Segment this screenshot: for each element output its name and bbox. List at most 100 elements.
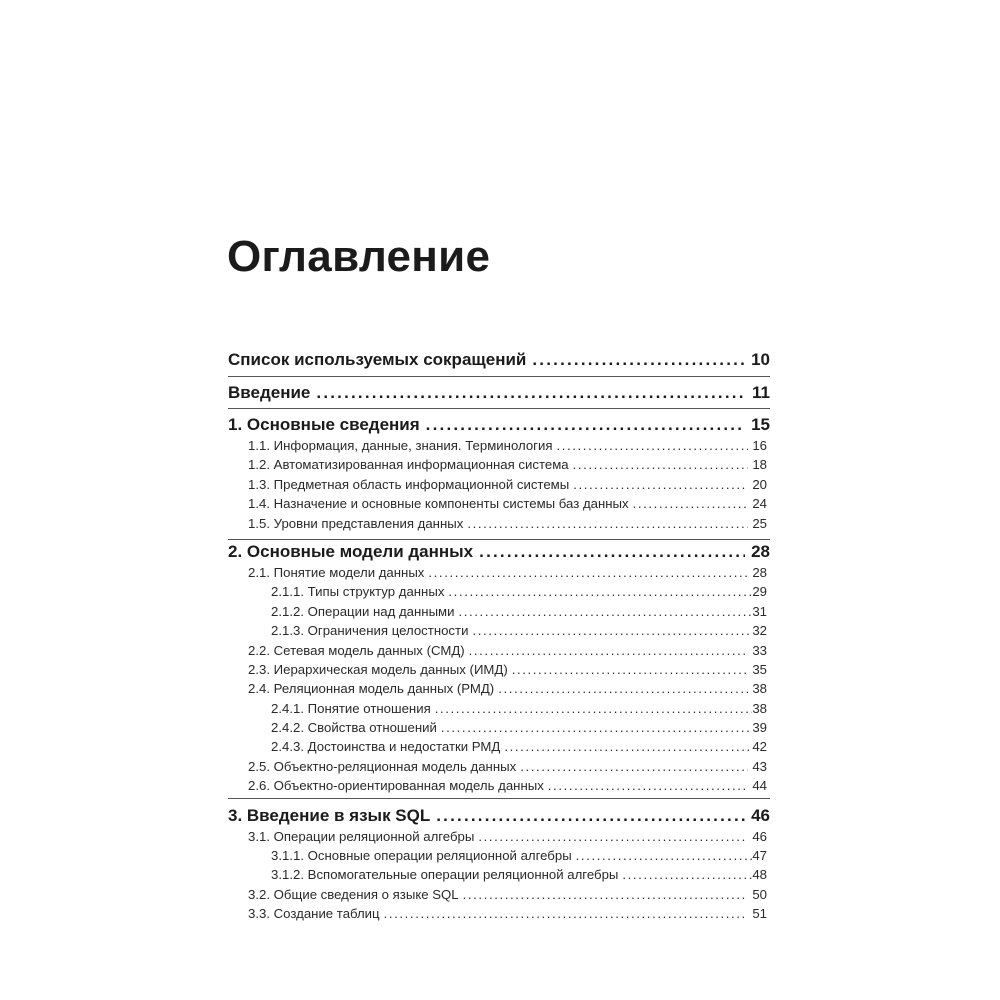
toc-page-number: 33 <box>752 642 767 658</box>
toc-page-number: 28 <box>752 564 767 580</box>
toc-entry-label: 2.1.3. Ограничения целостности <box>271 623 469 639</box>
toc-entry-label: 3.3. Создание таблиц <box>248 906 380 922</box>
toc-section: 1. Основные сведения 15 1.1. Информация, д… <box>228 409 770 540</box>
toc-subsection-entry[interactable]: 3.1.1. Основные операции реляционной алг… <box>228 846 770 865</box>
dot-leader <box>469 641 749 660</box>
toc-section-entry[interactable]: 2.2. Сетевая модель данных (СМД) 33 <box>228 641 770 660</box>
toc-page-number: 24 <box>752 496 767 512</box>
toc-section-entry[interactable]: 2.1. Понятие модели данных 28 <box>228 563 770 582</box>
toc-section: 3. Введение в язык SQL463.1. Операции ре… <box>228 799 770 924</box>
toc-page-number: 51 <box>752 906 767 922</box>
toc-subsection-entry[interactable]: 2.1.3. Ограничения целостности 32 <box>228 621 770 640</box>
dot-leader <box>573 455 749 474</box>
toc-page-number: 16 <box>752 438 767 453</box>
toc-section-entry[interactable]: 1.4. Назначение и основные компоненты си… <box>228 494 770 513</box>
dot-leader <box>384 904 749 923</box>
toc-page-number: 11 <box>752 383 770 402</box>
toc-chapter-entry[interactable]: Введение 11 <box>228 382 770 404</box>
dot-leader <box>479 541 745 563</box>
toc-section: Введение 11 <box>228 377 770 409</box>
toc-chapter-entry[interactable]: 1. Основные сведения 15 <box>228 414 770 436</box>
toc-entry-label: Введение <box>228 383 311 402</box>
toc-entry-label: 2.3. Иерархическая модель данных (ИМД) <box>248 661 508 677</box>
dot-leader <box>472 621 752 640</box>
toc-subsection-entry[interactable]: 2.1.2. Операции над данными 31 <box>228 602 770 621</box>
dot-leader <box>498 679 748 698</box>
toc-section-entry[interactable]: 3.3. Создание таблиц 51 <box>228 904 770 923</box>
toc-page-number: 25 <box>752 515 767 531</box>
toc-entry-label: Список используемых сокращений <box>228 350 527 369</box>
toc-page-number: 32 <box>752 623 767 639</box>
dot-leader <box>463 885 749 904</box>
dot-leader <box>573 475 748 494</box>
dot-leader <box>504 737 752 756</box>
toc-section-entry[interactable]: 2.6. Объектно-ориентированная модель дан… <box>228 776 770 795</box>
toc-section: Список используемых сокращений 10 <box>228 349 770 377</box>
toc-entry-label: 1.2. Автоматизированная информационная с… <box>248 457 569 473</box>
toc-entry-label: 3.1.2. Вспомогательные операции реляцион… <box>271 867 619 883</box>
toc-section-entry[interactable]: 2.5. Объектно-реляционная модель данных 4… <box>228 757 770 776</box>
dot-leader <box>520 757 748 776</box>
toc-section-entry[interactable]: 1.5. Уровни представления данных 25 <box>228 514 770 533</box>
dot-leader <box>622 865 752 884</box>
dot-leader <box>459 602 753 621</box>
dot-leader <box>556 436 748 455</box>
toc-chapter-entry[interactable]: Список используемых сокращений 10 <box>228 349 770 371</box>
toc-page-number: 42 <box>752 739 767 755</box>
dot-leader <box>448 582 752 601</box>
toc-entry-label: 3.1.1. Основные операции реляционной алг… <box>271 848 572 864</box>
dot-leader <box>436 805 745 827</box>
toc-entry-label: 2. Основные модели данных <box>228 541 474 561</box>
toc-section-entry[interactable]: 1.2. Автоматизированная информационная с… <box>228 455 770 474</box>
toc-entry-label: 1.3. Предметная область информационной с… <box>248 476 570 492</box>
toc-page-number: 50 <box>752 886 767 902</box>
toc-entry-label: 2.2. Сетевая модель данных (СМД) <box>248 642 465 658</box>
toc-entry-label: 2.4.3. Достоинства и недостатки РМД <box>271 739 501 755</box>
toc-section-entry[interactable]: 3.2. Общие сведения о языке SQL 50 <box>228 885 770 904</box>
toc-subsection-entry[interactable]: 3.1.2. Вспомогательные операции реляцион… <box>228 865 770 884</box>
toc-page-number: 47 <box>752 848 767 864</box>
toc-section-entry[interactable]: 2.4. Реляционная модель данных (РМД) 38 <box>228 679 770 698</box>
page-title: Оглавление <box>227 232 491 281</box>
dot-leader <box>576 846 753 865</box>
toc-section-entry[interactable]: 2.3. Иерархическая модель данных (ИМД) 35 <box>228 660 770 679</box>
toc-page-number: 20 <box>752 476 767 492</box>
toc-subsection-entry[interactable]: 2.4.2. Свойства отношений 39 <box>228 718 770 737</box>
toc-page-number: 18 <box>752 457 767 473</box>
dot-leader <box>467 514 748 533</box>
toc-page-number: 46 <box>751 805 770 825</box>
toc-section: 2. Основные модели данных282.1. Понятие … <box>228 540 770 799</box>
toc-page-number: 39 <box>752 720 767 736</box>
toc-page-number: 35 <box>752 661 767 677</box>
toc-entry-label: 2.1.2. Операции над данными <box>271 603 455 619</box>
toc-entry-label: 2.4. Реляционная модель данных (РМД) <box>248 681 495 697</box>
toc-subsection-entry[interactable]: 2.4.1. Понятие отношения 38 <box>228 699 770 718</box>
toc-section-entry[interactable]: 3.1. Операции реляционной алгебры 46 <box>228 827 770 846</box>
toc-entry-label: 2.6. Объектно-ориентированная модель дан… <box>248 778 544 794</box>
toc-page-number: 38 <box>752 700 767 716</box>
dot-leader <box>512 660 749 679</box>
toc-page-number: 10 <box>751 350 770 369</box>
toc-entry-label: 3.1. Операции реляционной алгебры <box>248 828 475 844</box>
toc-section-entry[interactable]: 1.3. Предметная область информационной с… <box>228 475 770 494</box>
toc-subsection-entry[interactable]: 2.4.3. Достоинства и недостатки РМД 42 <box>228 737 770 756</box>
toc-page-number: 15 <box>751 415 770 434</box>
toc-page-number: 29 <box>752 584 767 600</box>
toc-chapter-entry[interactable]: 2. Основные модели данных 28 <box>228 541 770 563</box>
dot-leader <box>532 349 745 371</box>
toc-entry-label: 1.4. Назначение и основные компоненты си… <box>248 496 629 512</box>
toc-page-number: 43 <box>752 758 767 774</box>
dot-leader <box>478 827 748 846</box>
toc-entry-label: 2.5. Объектно-реляционная модель данных <box>248 758 517 774</box>
dot-leader <box>441 718 752 737</box>
toc-subsection-entry[interactable]: 2.1.1. Типы структур данных 29 <box>228 582 770 601</box>
toc-entry-label: 1.5. Уровни представления данных <box>248 515 464 531</box>
dot-leader <box>426 414 745 436</box>
toc-entry-label: 2.1.1. Типы структур данных <box>271 584 445 600</box>
toc-entry-label: 1. Основные сведения <box>228 415 420 434</box>
dot-leader <box>428 563 748 582</box>
toc-page-number: 28 <box>751 541 770 561</box>
toc-chapter-entry[interactable]: 3. Введение в язык SQL 46 <box>228 805 770 827</box>
toc-section-entry[interactable]: 1.1. Информация, данные, знания. Термино… <box>228 436 770 455</box>
toc-entry-label: 2.4.2. Свойства отношений <box>271 720 437 736</box>
